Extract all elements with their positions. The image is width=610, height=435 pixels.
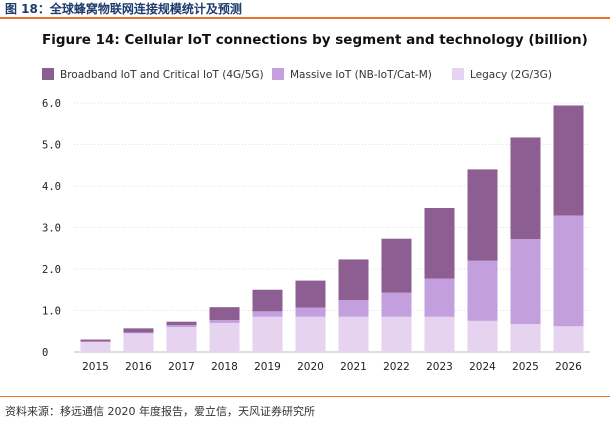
x-tick-label: 2019 (254, 361, 281, 373)
bar-segment (166, 327, 197, 352)
x-tick-label: 2020 (297, 361, 324, 373)
bar-segment (424, 207, 455, 279)
y-tick-label: 5.0 (42, 140, 61, 152)
chart-gridlines (74, 102, 590, 353)
y-axis: 0 1.0 2.0 3.0 4.0 5.0 6.0 (42, 98, 61, 359)
x-tick-label: 2018 (211, 361, 238, 373)
bar-segment (338, 259, 369, 301)
y-tick-label: 0 (42, 347, 48, 359)
caption-divider (0, 17, 610, 19)
bar-segment (252, 311, 283, 317)
bar-segment (553, 326, 584, 352)
bar-segment (295, 307, 326, 317)
bar-segment (123, 333, 154, 352)
x-tick-label: 2024 (469, 361, 496, 373)
legend-label: Massive IoT (NB-IoT/Cat-M) (290, 69, 432, 81)
bar-segment (338, 300, 369, 317)
bar-segment (553, 215, 584, 327)
bar-segment (123, 328, 154, 333)
legend-swatch (272, 68, 284, 80)
bar-segment (424, 278, 455, 317)
x-tick-label: 2026 (555, 361, 582, 373)
chart-legend: Broadband IoT and Critical IoT (4G/5G) Ma… (42, 68, 552, 81)
x-tick-label: 2025 (512, 361, 539, 373)
x-axis: 2015 2016 2017 2018 2019 2020 2021 2022 2023 2024… (82, 361, 582, 373)
bar-segment (338, 316, 369, 352)
bar-segment (381, 292, 412, 317)
x-tick-label: 2023 (426, 361, 453, 373)
source-note: 资料来源：移远通信 2020 年度报告，爱立信，天风证券研究所 (5, 405, 315, 418)
bar-segment (381, 238, 412, 293)
y-tick-label: 2.0 (42, 264, 61, 276)
bar-segment (510, 137, 541, 240)
bar-segment (510, 324, 541, 352)
bar-segment (80, 339, 111, 342)
y-tick-label: 4.0 (42, 181, 61, 193)
source-divider (0, 396, 610, 397)
bar-segment (166, 321, 197, 326)
bar-segment (467, 260, 498, 321)
bar-segment (295, 280, 326, 308)
bar-segment (467, 169, 498, 261)
figure-caption: 图 18：全球蜂窝物联网连接规模统计及预测 (5, 2, 242, 16)
legend-swatch (452, 68, 464, 80)
x-tick-label: 2015 (82, 361, 109, 373)
bar-segment (381, 316, 412, 352)
bar-segment (252, 316, 283, 352)
bar-segment (467, 320, 498, 352)
y-tick-label: 3.0 (42, 223, 61, 235)
bar-segment (295, 316, 326, 352)
bar-segment (510, 239, 541, 325)
bar-segment (80, 341, 111, 352)
bar-segment (252, 289, 283, 312)
bar-segment (209, 320, 240, 323)
y-tick-label: 6.0 (42, 98, 61, 110)
bar-segment (166, 325, 197, 328)
legend-swatch (42, 68, 54, 80)
bar-segment (209, 322, 240, 352)
legend-label: Broadband IoT and Critical IoT (4G/5G) (60, 69, 264, 81)
bar-stacks (80, 105, 584, 352)
legend-label: Legacy (2G/3G) (470, 69, 552, 81)
bar-segment (553, 105, 584, 216)
x-tick-label: 2021 (340, 361, 367, 373)
y-tick-label: 1.0 (42, 306, 61, 318)
bar-segment (424, 316, 455, 352)
chart-title: Figure 14: Cellular IoT connections by s… (42, 32, 588, 48)
x-tick-label: 2017 (168, 361, 195, 373)
bar-segment (209, 307, 240, 321)
bar-segment (123, 332, 154, 334)
x-tick-label: 2016 (125, 361, 152, 373)
x-tick-label: 2022 (383, 361, 410, 373)
